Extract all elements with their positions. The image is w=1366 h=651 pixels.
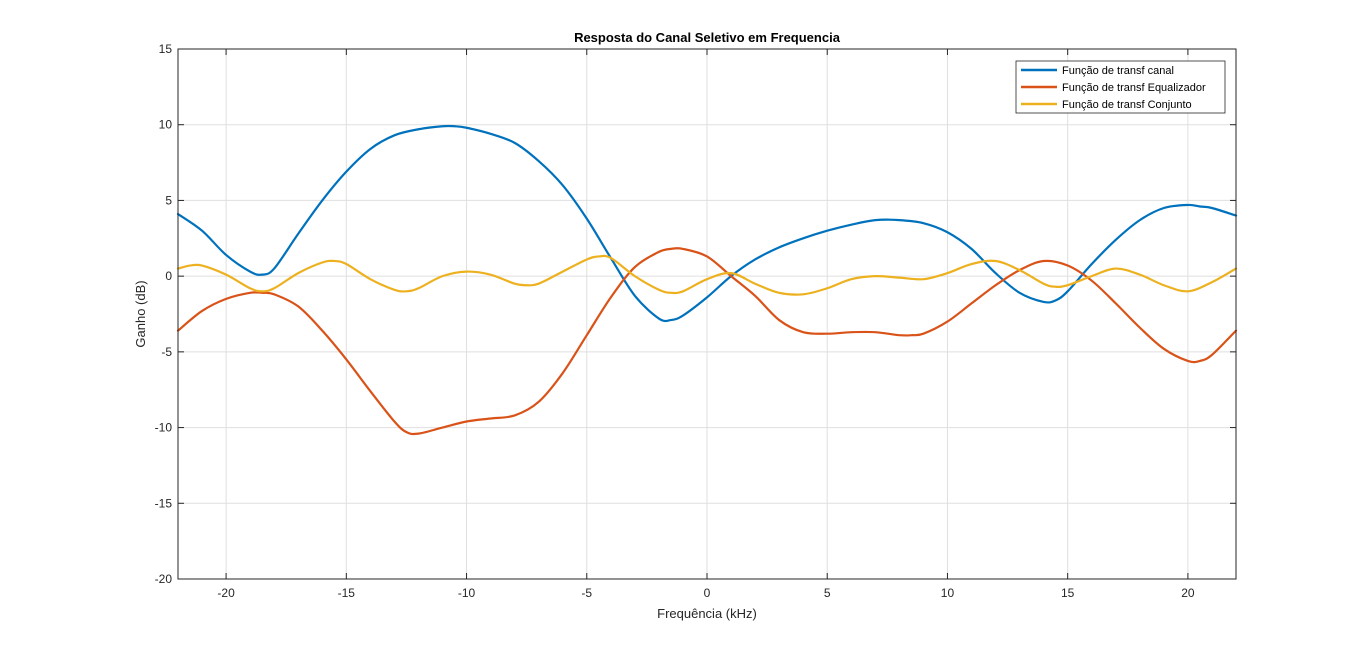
- x-tick-label: -10: [458, 586, 476, 600]
- series-group: [176, 124, 1238, 436]
- y-tick-label: 15: [159, 42, 173, 56]
- x-tick-label: 0: [704, 586, 711, 600]
- x-tick-label: 20: [1181, 586, 1195, 600]
- series-line-equalizador: [176, 247, 1238, 436]
- y-axis-label: Ganho (dB): [133, 280, 148, 347]
- legend-label-equalizador: Função de transf Equalizador: [1062, 82, 1206, 94]
- series-line-canal: [176, 124, 1238, 323]
- y-tick-label: 10: [159, 118, 173, 132]
- chart-title: Resposta do Canal Seletivo em Frequencia: [574, 30, 841, 45]
- x-tick-label: 10: [941, 586, 955, 600]
- legend[interactable]: Função de transf canal Função de transf …: [1015, 60, 1226, 114]
- y-tick-label: -15: [155, 496, 173, 510]
- series-line-conjunto: [176, 254, 1238, 296]
- y-tick-label: 0: [165, 269, 172, 283]
- y-tick-label: -20: [155, 572, 173, 586]
- x-tick-label: -5: [581, 586, 592, 600]
- y-tick-label: 5: [165, 193, 172, 207]
- legend-label-canal: Função de transf canal: [1062, 65, 1174, 77]
- x-tick-label: 5: [824, 586, 831, 600]
- x-tick-label: 15: [1061, 586, 1075, 600]
- y-tick-label: -5: [161, 345, 172, 359]
- x-tick-label: -20: [217, 586, 235, 600]
- x-axis-label: Frequência (kHz): [657, 606, 757, 621]
- ticks: -20 -15 -10 -5 0 5 10 15 20 -20 -15 -10 -5 0 5 10 15: [155, 42, 1236, 600]
- y-tick-label: -10: [155, 421, 173, 435]
- legend-label-conjunto: Função de transf Conjunto: [1062, 99, 1192, 111]
- x-tick-label: -15: [338, 586, 356, 600]
